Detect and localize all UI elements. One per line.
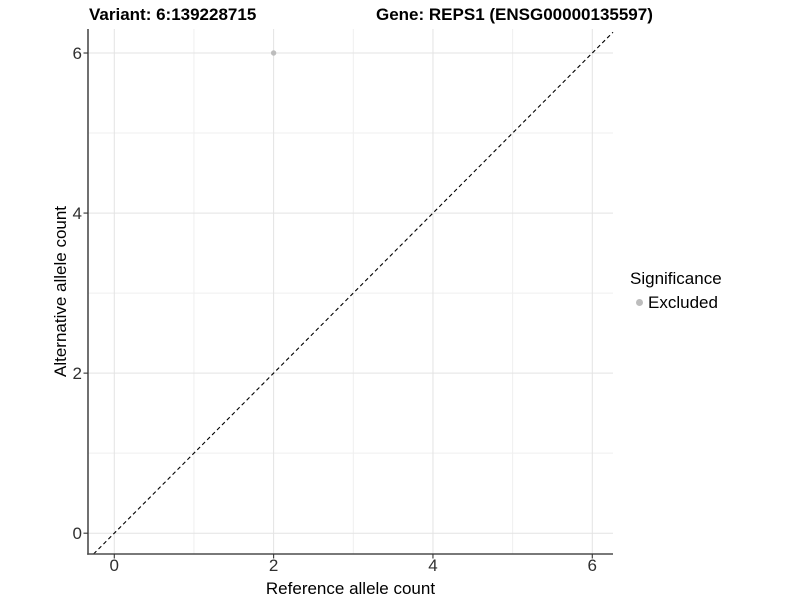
legend-item-label: Excluded — [648, 292, 718, 312]
y-tick-label: 0 — [73, 524, 82, 543]
legend-title: Significance — [630, 269, 722, 288]
y-tick-label: 4 — [73, 204, 82, 223]
x-axis-title: Reference allele count — [266, 579, 435, 598]
x-tick-label: 6 — [588, 556, 597, 575]
legend-item-excluded: Excluded — [630, 292, 798, 313]
variant-title: Variant: 6:139228715 — [89, 5, 257, 24]
x-tick-label: 0 — [110, 556, 119, 575]
x-tick-label: 4 — [428, 556, 437, 575]
y-axis-title: Alternative allele count — [51, 206, 70, 377]
legend: Significance Excluded — [630, 268, 798, 313]
x-tick-label: 2 — [269, 556, 278, 575]
gene-title: Gene: REPS1 (ENSG00000135597) — [376, 5, 653, 24]
y-tick-label: 2 — [73, 364, 82, 383]
data-point — [270, 50, 277, 56]
y-tick-label: 6 — [73, 44, 82, 63]
identity-dashed-line — [93, 31, 614, 555]
legend-point-icon — [636, 299, 643, 306]
